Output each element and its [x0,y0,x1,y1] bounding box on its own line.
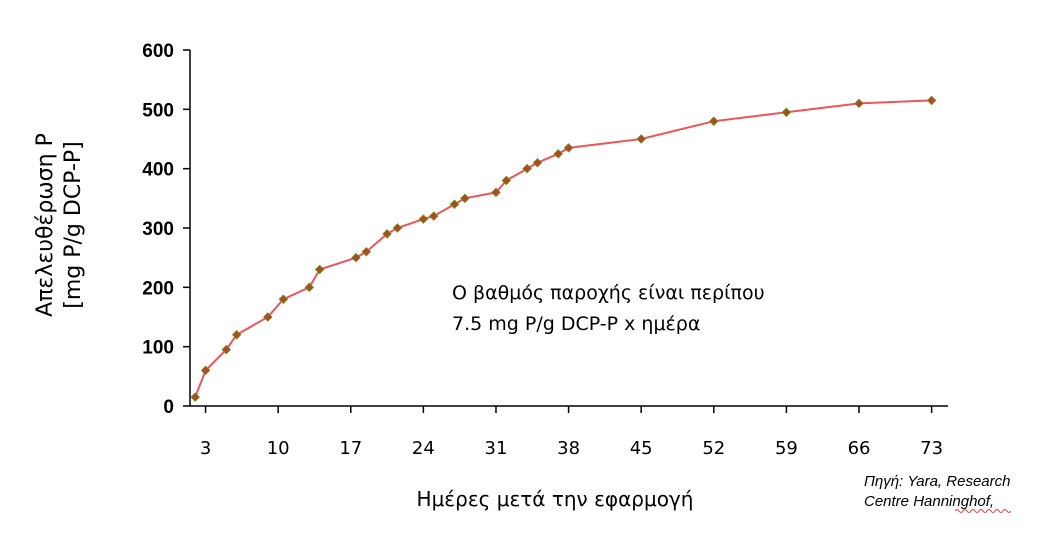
x-tick-label: 24 [412,438,435,459]
y-tick-label: 500 [142,100,174,121]
data-point [278,294,289,304]
annotation-line2: 7.5 mg P/g DCP-P x ημέρα [452,313,700,335]
x-tick-label: 38 [557,438,580,459]
x-tick-label: 31 [485,438,508,459]
y-tick-label: 600 [142,41,174,62]
data-point [392,223,403,233]
x-tick-label: 3 [200,438,211,459]
x-tick-label: 59 [775,438,798,459]
y-tick-label: 300 [142,219,174,240]
y-axis-label-line1: Απελευθέρωση P [33,133,58,317]
spellcheck-squiggle [954,509,1012,513]
data-point [190,392,200,402]
x-tick-label: 66 [848,438,871,459]
data-point [501,175,512,186]
data-point [532,157,543,168]
y-tick-label: 100 [142,338,174,359]
source-line1: Πηγή: Yara, Research [864,473,1010,490]
data-point [428,211,439,221]
data-point [361,246,372,257]
x-tick-label: 52 [702,438,725,459]
data-point [636,134,646,144]
y-axis-label-line2: [mg P/g DCP-P] [61,141,86,308]
annotation-line1: Ο βαθμός παροχής είναι περίπου [452,282,765,304]
data-point [460,193,470,204]
data-point [200,365,211,376]
data-point [553,149,563,159]
data-point [522,163,532,174]
x-tick-label: 10 [267,438,290,459]
data-point [382,229,392,239]
y-tick-label: 0 [163,397,174,418]
x-tick-label: 73 [920,438,943,459]
x-axis-label: Ημέρες μετά την εφαρμογή [417,487,694,511]
data-point [709,116,719,126]
data-point [231,330,242,340]
data-point [314,264,325,275]
data-point [854,98,864,109]
y-tick-label: 200 [142,278,174,299]
source-line2: Centre Hanninghof, [864,493,994,510]
data-point [491,187,501,198]
x-tick-label: 17 [339,438,362,459]
data-point [351,252,361,263]
data-point [449,199,460,210]
data-point [563,143,574,153]
series-line [194,99,932,398]
data-point [418,214,429,224]
x-tick-label: 45 [630,438,653,459]
data-point [263,312,273,322]
data-point [221,344,232,355]
data-point [781,107,792,118]
y-tick-label: 400 [142,160,174,181]
data-point [926,95,937,106]
data-point [304,282,315,293]
